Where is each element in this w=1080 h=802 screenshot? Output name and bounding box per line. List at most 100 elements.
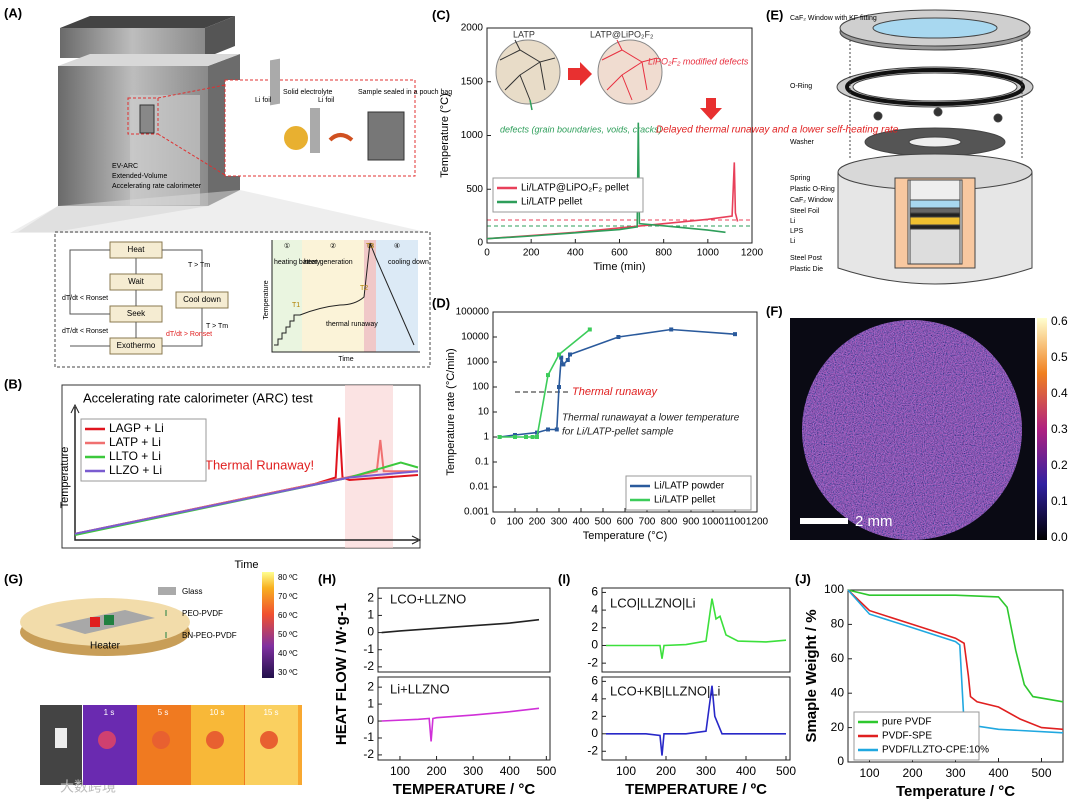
axis-label: Time [338,356,353,363]
y-tick-label: 500 [466,184,483,195]
x-tick-label: 200 [902,766,922,780]
flow-step: Heat [128,245,146,254]
x-tick-label: 400 [500,764,520,778]
legend-text: Li/LATP powder [654,481,725,492]
colorbar-label: 0.4 [1051,386,1068,400]
y-tick-label: 10000 [461,332,489,343]
device-label: Extended-Volume [112,173,167,180]
y-tick-label: -1 [363,642,374,656]
panel-label: (F) [766,303,783,318]
colorbar-label: 0.0 [1051,530,1068,544]
x-tick-label: 200 [523,248,540,259]
cell-diagram [836,9,1034,285]
hot-spot [206,731,224,749]
x-tick-label: 200 [427,764,447,778]
annotation: LCO|LLZNO|Li [610,595,696,610]
x-tick-label: 1000 [702,517,725,528]
y-tick-label: 1000 [467,357,490,368]
x-axis-label: Temperature / °C [896,783,1015,800]
series-line [606,685,786,756]
y-tick-label: 0.1 [475,457,489,468]
y-tick-label: 100 [472,382,489,393]
colorbar-label: 40 ºC [278,649,298,658]
inset-label: Solid electrolyte [283,89,333,96]
x-tick-label: 0 [484,248,490,259]
axis-arrow [70,403,422,545]
colorbar-label: 80 ºC [278,573,298,582]
annotation: LATP [513,29,535,39]
flow-step: Exothermo [117,341,156,350]
y-axis-label: HEAT FLOW / W·g-1 [333,603,350,745]
frame-time: 1 s [104,708,115,717]
hot-spot [98,731,116,749]
y-tick-label: -2 [363,659,374,673]
plot-frame [601,587,791,673]
annotation: LCO+KB|LLZNO|Li [610,683,721,698]
legend-text: Glass [182,587,202,596]
y-tick-label: 10 [478,407,490,418]
panel-label: (H) [318,571,336,586]
annotation: Delayed thermal runaway and a lower self… [656,125,899,136]
y-tick-label: 1500 [461,76,484,87]
annotation: LiPO₂F₂ modified defects [648,56,749,66]
colorbar-label: 50 ºC [278,630,298,639]
y-tick-label: 6 [591,674,598,688]
legend-box [492,177,644,213]
part-label: Washer [790,139,815,146]
frame-time: 15 s [263,708,278,717]
x-tick-label: 900 [683,517,700,528]
device-label: EV-ARC [112,163,138,170]
part-label: Spring [790,175,810,182]
scale-label: 2 mm [855,513,893,530]
y-tick-label: 1 [367,696,374,710]
colorbar [262,572,274,678]
y-tick-label: 20 [831,720,845,734]
inset-label: Sample sealed in a pouch bag [358,89,452,96]
series-line [381,707,540,742]
axis-label: Temperature [263,280,270,319]
stage-name: thermal runaway [326,321,378,328]
stage-name: cooling down [388,259,429,266]
y-tick-label: 0.001 [464,507,489,518]
colorbar [1037,318,1047,540]
annotation: for Li/LATP-pellet sample [562,427,674,438]
x-tick-label: 700 [639,517,656,528]
y-tick-label: 0 [477,238,483,249]
series-line [847,589,1064,734]
part-label: O-Ring [790,83,812,90]
annotation: LCO+LLZNO [390,591,466,606]
colorbar-label: 60 ºC [278,611,298,620]
flow-step: Wait [128,277,144,286]
flow-condition: dT/dt < Ronset [62,328,108,335]
x-axis-label: Temperature (°C) [583,530,667,542]
x-tick-label: 500 [776,764,796,778]
y-tick-label: 2 [591,620,598,634]
panel-label: (C) [432,7,450,22]
sample-texture [802,320,1022,540]
legend-text: PVDF/LLZTO-CPE:10% [882,745,989,756]
x-tick-label: 500 [1031,766,1051,780]
y-tick-label: 60 [831,651,845,665]
y-tick-label: 2000 [461,23,484,34]
y-tick-label: 0 [367,713,374,727]
y-tick-label: 80 [831,617,845,631]
stage-name: heating battery [274,259,321,266]
x-tick-label: 100 [507,517,524,528]
legend-text: PEO-PVDF [182,609,223,618]
part-label: Plastic O-Ring [790,186,835,193]
x-tick-label: 100 [390,764,410,778]
series-line [74,470,419,535]
y-axis-label: Smaple Weight / % [803,609,820,742]
x-tick-label: 300 [696,764,716,778]
x-axis-label: TEMPERATURE / ºC [625,781,767,798]
part-label: CaF₂ Window [790,197,834,204]
x-tick-label: 1200 [741,248,764,259]
y-tick-label: 0 [367,625,374,639]
hot-spot [152,731,170,749]
panel-label: (B) [4,376,22,391]
x-tick-label: 400 [736,764,756,778]
legend-text: Li/LATP pellet [654,495,716,506]
y-tick-label: 100000 [456,307,490,318]
part-label: LPS [790,228,804,235]
part-label: Plastic Die [790,266,823,273]
